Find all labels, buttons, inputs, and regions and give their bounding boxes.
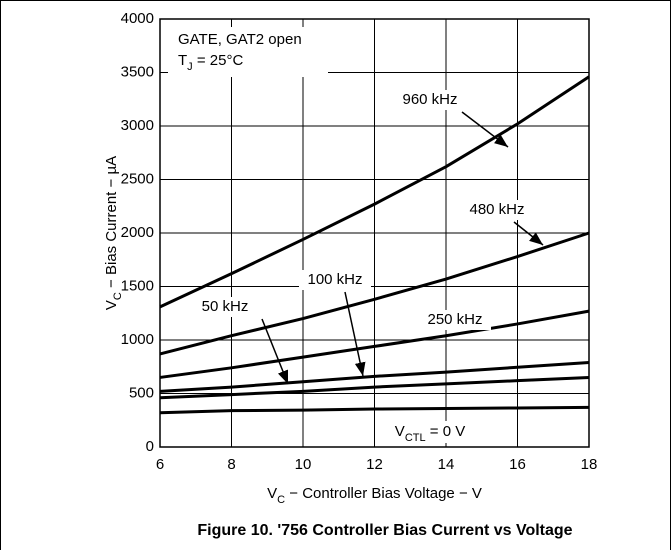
curve [159,360,590,393]
y-axis-label-part: V [103,300,120,310]
y-tick-label: 1500 [121,277,154,294]
annotation-part: J [187,61,193,73]
x-axis-label-part: − Controller Bias Voltage − V [285,485,482,502]
chart-title: Figure 10. '756 Controller Bias Current … [197,522,572,539]
x-tick-label: 10 [295,456,312,473]
x-tick-label: 18 [581,456,598,473]
curve [159,75,590,309]
curve [159,405,590,415]
curve-label-part: V [395,423,405,440]
x-tick-label: 12 [366,456,383,473]
x-axis-label: VC − Controller Bias Voltage − V [267,485,482,506]
y-tick-label: 3000 [121,117,154,134]
curve [159,375,590,400]
curve-label: 480 kHz [469,201,524,218]
label-bg [394,90,466,110]
y-axis-label-part: C [112,292,124,300]
label-arrow [513,221,544,246]
x-axis-label-part: C [277,494,285,506]
label-arrow [261,318,289,385]
label-arrow [461,111,509,148]
y-tick-label: 4000 [121,10,154,27]
y-tick-label: 500 [129,384,154,401]
y-tick-label: 0 [146,438,154,455]
curve-label: 100 kHz [307,271,362,288]
label-bg [388,421,472,443]
y-tick-label: 1000 [121,331,154,348]
annotation-part: = 25°C [193,52,244,69]
curve [159,309,590,379]
curve-label: 250 kHz [427,311,482,328]
x-tick-label: 14 [438,456,455,473]
curve [159,231,590,356]
label-bg [419,310,491,330]
x-tick-label: 16 [509,456,526,473]
label-bg [299,270,371,290]
annotation: TJ = 25°C [178,52,243,73]
y-tick-label: 2500 [121,170,154,187]
y-axis-label-part: − Bias Current − µA [103,156,120,292]
x-tick-label: 6 [156,456,164,473]
label-arrow [344,291,366,377]
info-box [168,27,328,77]
label-bg [461,200,533,220]
annotation-part: T [178,52,187,69]
x-axis-label-part: V [267,485,277,502]
annotation: GATE, GAT2 open [178,31,302,48]
curve-label: VCTL = 0 V [395,423,465,444]
curve-label-part: = 0 V [426,423,466,440]
y-axis-label: VC − Bias Current − µA [103,156,124,310]
curve-label: 50 kHz [202,298,249,315]
y-tick-label: 3500 [121,63,154,80]
curve-label: 960 kHz [402,91,457,108]
curve-label-part: CTL [405,432,426,444]
y-tick-label: 2000 [121,224,154,241]
x-tick-label: 8 [227,456,235,473]
label-bg [189,297,261,317]
